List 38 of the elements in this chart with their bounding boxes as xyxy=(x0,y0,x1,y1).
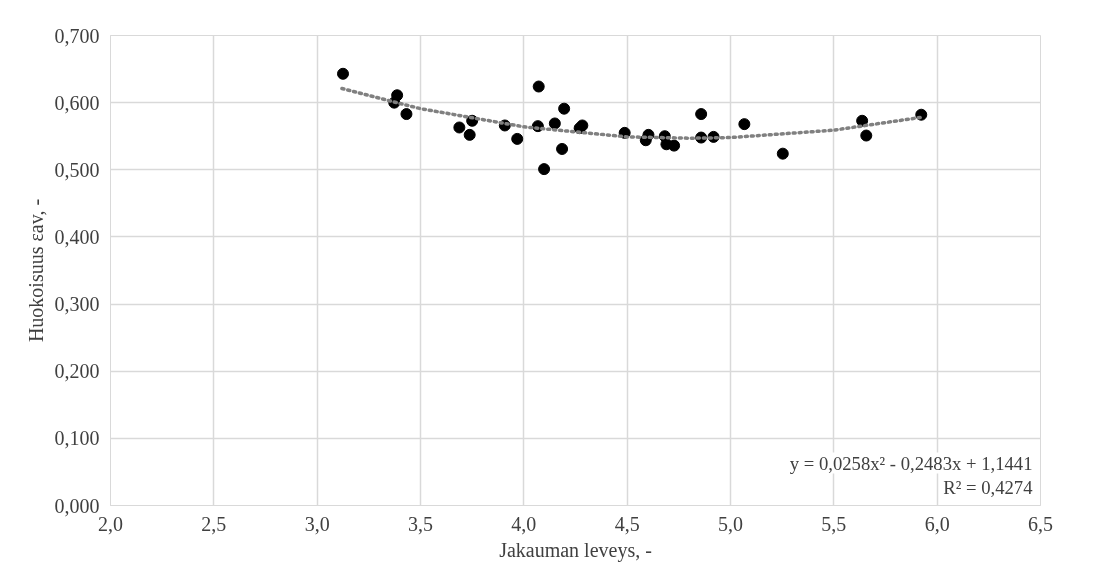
x-tick-label: 2,5 xyxy=(201,512,227,535)
point xyxy=(538,163,551,176)
point xyxy=(558,102,571,115)
y-tick-label: 0,600 xyxy=(54,91,100,114)
y-tick-label: 0,100 xyxy=(54,427,100,450)
x-tick-label: 2,0 xyxy=(98,512,123,535)
point xyxy=(400,108,413,121)
point xyxy=(668,139,681,152)
x-tick-label: 5,5 xyxy=(821,512,847,535)
x-tick-label: 4,0 xyxy=(511,512,537,535)
annotation: R² = 0,4274 xyxy=(943,476,1034,498)
point xyxy=(860,129,873,142)
point xyxy=(511,132,524,145)
point xyxy=(556,142,569,155)
point xyxy=(548,117,561,130)
point xyxy=(738,118,751,131)
point xyxy=(856,114,869,127)
y-tick-label: 0,400 xyxy=(54,225,100,248)
x-tick-label: 3,5 xyxy=(408,512,433,535)
annotation: y = 0,0258x² - 0,2483x + 1,1441 xyxy=(789,452,1033,474)
point xyxy=(453,121,466,134)
x-tick-label: 5,0 xyxy=(718,512,743,535)
x-axis-title: Jakauman leveys, - xyxy=(499,538,652,562)
point xyxy=(695,108,708,121)
x-tick-label: 4,5 xyxy=(614,512,640,535)
point xyxy=(463,128,476,141)
point xyxy=(337,67,349,80)
y-tick-label: 0,000 xyxy=(54,494,100,517)
x-tick-label: 3,0 xyxy=(304,512,330,535)
x-tick-label: 6,5 xyxy=(1028,512,1053,535)
y-tick-label: 0,500 xyxy=(54,158,100,181)
y-tick-label: 0,700 xyxy=(54,24,100,47)
y-tick-label: 0,300 xyxy=(54,293,100,316)
y-axis-title: Huokoisuus εav, - xyxy=(24,198,47,343)
point xyxy=(532,80,545,93)
y-tick-label: 0,200 xyxy=(54,360,100,383)
x-tick-label: 6,0 xyxy=(924,512,950,535)
point xyxy=(776,147,789,160)
